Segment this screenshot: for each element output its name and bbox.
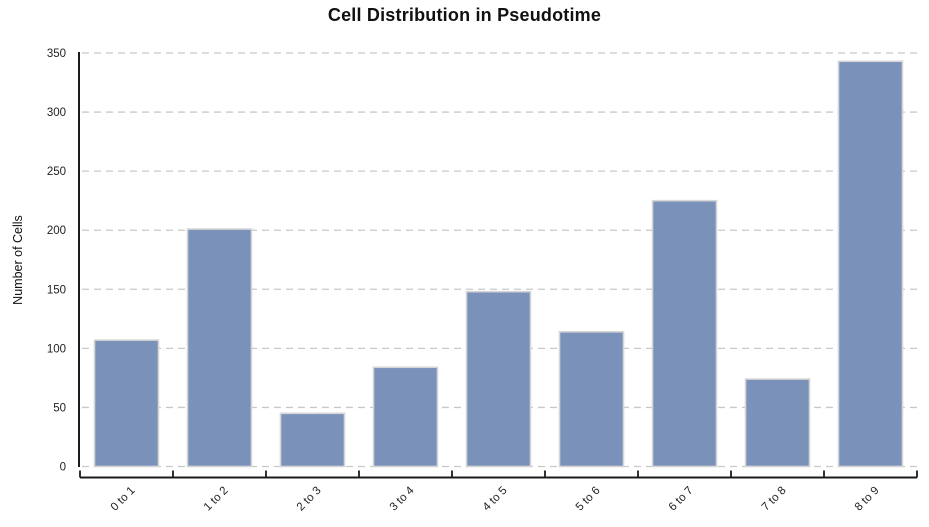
x-tick-label: 2 to 3 xyxy=(295,485,324,514)
bar xyxy=(93,339,160,468)
y-tick-label: 100 xyxy=(47,343,66,355)
bar xyxy=(651,199,718,468)
y-tick-label: 200 xyxy=(47,225,66,237)
x-tick-label: 7 to 8 xyxy=(760,485,789,514)
y-tick-label: 150 xyxy=(47,284,66,296)
bar xyxy=(372,366,439,468)
x-tick-label: 0 to 1 xyxy=(109,485,138,514)
x-tick-label: 8 to 9 xyxy=(853,485,882,514)
x-tick-label: 1 to 2 xyxy=(202,485,231,514)
x-tick-label: 5 to 6 xyxy=(574,485,603,514)
bar xyxy=(558,331,625,468)
y-tick-label: 250 xyxy=(47,166,66,178)
bar xyxy=(744,378,811,468)
bar xyxy=(279,412,346,468)
x-tick-label: 6 to 7 xyxy=(667,485,696,514)
bar xyxy=(186,228,253,468)
x-tick-label: 3 to 4 xyxy=(388,484,417,513)
chart-title: Cell Distribution in Pseudotime xyxy=(327,5,602,25)
y-tick-label: 0 xyxy=(60,462,66,474)
y-tick-label: 300 xyxy=(47,107,66,119)
x-tick-label: 4 to 5 xyxy=(481,485,510,514)
bar xyxy=(465,290,532,468)
y-tick-label: 50 xyxy=(53,402,66,414)
bar xyxy=(837,60,904,468)
y-tick-label: 350 xyxy=(47,48,66,60)
